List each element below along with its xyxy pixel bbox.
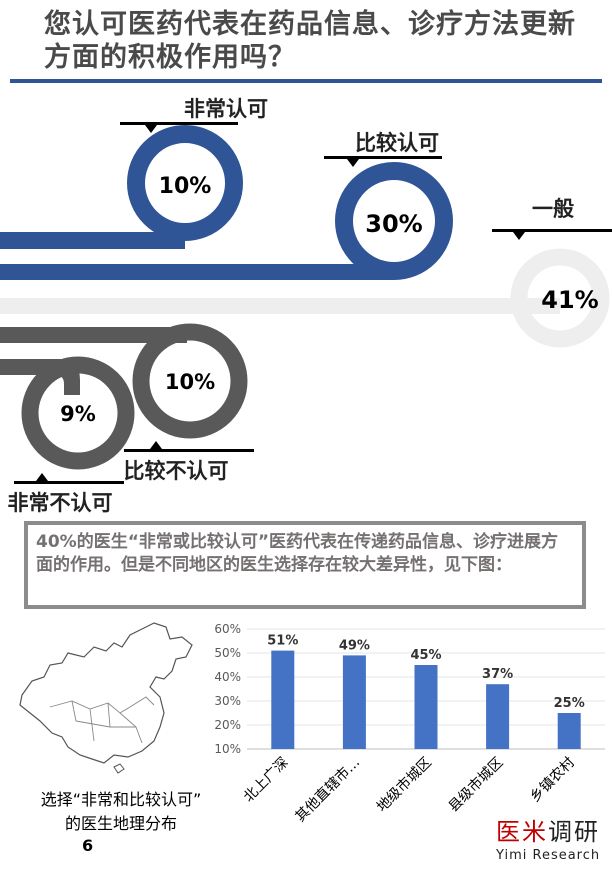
brand-name-black: 调研 bbox=[548, 818, 600, 846]
ring-value-agree: 30% bbox=[365, 210, 422, 238]
ring-value-disagree: 10% bbox=[165, 370, 215, 394]
summary-note: 40%的医生“非常或比较认可”医药代表在传递药品信息、诊疗进展方面的作用。但是不… bbox=[24, 521, 586, 609]
title-divider bbox=[10, 79, 602, 83]
bar bbox=[414, 665, 438, 749]
ring-label-very-agree: 非常认可 bbox=[184, 97, 268, 121]
response-ring-diagram: 10% 30% 41% 10% 9% 非常认可 比较认可 一般 比较不认可 非常… bbox=[0, 97, 612, 515]
map-caption-line2: 的医生地理分布 bbox=[64, 814, 177, 833]
bar-value-label: 45% bbox=[410, 648, 441, 663]
ring-value-neutral: 41% bbox=[541, 286, 598, 314]
x-category-label: 其他直辖市… bbox=[292, 754, 363, 825]
brand-name-cn: 医米调研 bbox=[496, 818, 600, 846]
y-tick-label: 40% bbox=[214, 670, 241, 684]
label-rule-very-disagree bbox=[14, 481, 124, 484]
bar bbox=[486, 684, 510, 749]
pointer-disagree bbox=[150, 441, 162, 449]
label-rule-very-agree bbox=[120, 122, 238, 125]
x-category-label: 地级市城区 bbox=[373, 754, 435, 816]
ring-label-neutral: 一般 bbox=[532, 197, 574, 221]
x-category-label: 北上广深 bbox=[241, 755, 292, 806]
pointer-very-agree bbox=[145, 125, 157, 133]
y-tick-label: 20% bbox=[214, 718, 241, 732]
x-category-label: 乡镇农村 bbox=[527, 755, 578, 806]
region-bar-chart: 10% 20% 30% 40% 50% 60% 51% 49% 45% 37% 25% 北上广深其… bbox=[214, 622, 605, 825]
bar-value-label: 49% bbox=[339, 638, 370, 653]
label-rule-neutral bbox=[492, 229, 612, 232]
map-province-borders bbox=[49, 696, 155, 744]
ring-value-very-agree: 10% bbox=[159, 174, 212, 199]
map-caption: 选择“非常和比较认可” 的医生地理分布 bbox=[6, 788, 236, 836]
china-map-image bbox=[19, 622, 193, 774]
page-title: 您认可医药代表在药品信息、诊疗方法更新方面的积极作用吗？ bbox=[44, 9, 576, 73]
ring-value-very-disagree: 9% bbox=[60, 402, 96, 426]
ring-agree bbox=[335, 162, 453, 280]
y-tick-label: 10% bbox=[214, 742, 241, 756]
bar-value-label: 37% bbox=[482, 667, 513, 682]
ring-label-very-disagree: 非常不认可 bbox=[8, 491, 113, 515]
bar bbox=[342, 655, 366, 749]
ring-disagree bbox=[132, 323, 248, 439]
brand-logo: 医米调研 Yimi Research bbox=[496, 818, 600, 863]
chart-bars bbox=[271, 650, 581, 749]
map-outline bbox=[19, 622, 193, 764]
chart-y-axis: 10% 20% 30% 40% 50% 60% bbox=[214, 622, 241, 756]
y-tick-label: 30% bbox=[214, 694, 241, 708]
y-tick-label: 60% bbox=[214, 622, 241, 636]
label-rule-disagree bbox=[124, 449, 254, 452]
label-rule-agree bbox=[324, 156, 442, 159]
track-disagree bbox=[0, 327, 187, 343]
ring-label-disagree: 比较不认可 bbox=[124, 459, 229, 483]
chart-value-labels: 51% 49% 45% 37% 25% bbox=[267, 634, 585, 711]
bar-value-label: 25% bbox=[554, 696, 585, 711]
ring-label-agree: 比较认可 bbox=[355, 131, 439, 155]
ring-very-agree bbox=[127, 125, 243, 241]
track-neutral bbox=[0, 298, 560, 314]
pointer-neutral bbox=[513, 232, 525, 240]
brand-name-red: 医米 bbox=[496, 818, 548, 846]
y-tick-label: 50% bbox=[214, 646, 241, 660]
pointer-very-disagree bbox=[36, 473, 48, 481]
bar bbox=[271, 650, 295, 749]
map-island bbox=[113, 763, 125, 774]
ring-neutral bbox=[510, 248, 610, 348]
brand-name-en: Yimi Research bbox=[496, 848, 601, 863]
ring-very-disagree bbox=[21, 356, 135, 470]
map-caption-line1: 选择“非常和比较认可” bbox=[40, 790, 202, 809]
x-category-label: 县级市城区 bbox=[445, 754, 507, 816]
track-agree bbox=[0, 264, 394, 280]
page-number: 6 bbox=[82, 836, 94, 855]
bar bbox=[557, 713, 581, 749]
bar-value-label: 51% bbox=[267, 634, 298, 649]
chart-x-axis: 北上广深 其他直辖市… 地级市城区 县级市城区 乡镇农村 bbox=[241, 754, 578, 825]
pointer-agree bbox=[347, 159, 359, 167]
track-very-agree bbox=[0, 232, 185, 249]
